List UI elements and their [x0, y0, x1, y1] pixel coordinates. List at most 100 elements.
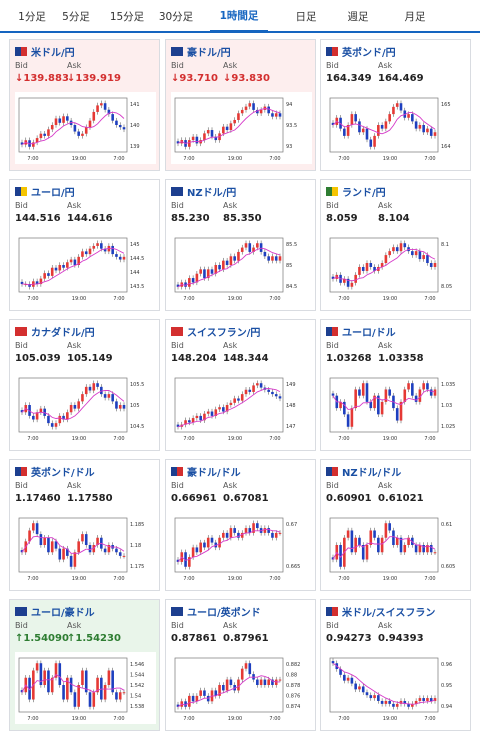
mini-chart[interactable]: 8.1 8.05 7:00 19:00 7:00 — [326, 232, 467, 304]
candle-body — [88, 386, 92, 391]
candlestick-chart: 0.882 0.88 0.878 0.876 0.874 7:00 19:00 7:00 — [174, 657, 300, 722]
bid-value: 164.349 — [326, 73, 372, 84]
pair-name-link[interactable]: スイスフラン/円 — [187, 327, 261, 339]
tab-5[interactable]: 1時間足 — [210, 0, 268, 33]
currency-card[interactable]: 英ポンド/ドル Bid Ask 1.17460 1.17580 1.185 1.18 1.17… — [9, 459, 160, 591]
currency-card[interactable]: NZドル/ドル Bid Ask 0.60901 0.61021 0.61 0.605 7:00… — [320, 459, 471, 591]
pair-name-link[interactable]: ランド/円 — [342, 187, 386, 199]
card-header: 豪ドル/円 — [171, 44, 231, 59]
currency-card[interactable]: 豪ドル/円 Bid Ask ↓93.710 ↓93.830 94 93.5 93 7:00 19:… — [165, 39, 316, 171]
candle-body — [35, 281, 39, 285]
flag-icon — [171, 46, 183, 56]
mini-chart[interactable]: 94 93.5 93 7:00 19:00 7:00 — [171, 92, 312, 164]
tab-1[interactable]: 1分足 — [18, 11, 46, 23]
candle-body — [422, 255, 425, 260]
candle-body — [32, 142, 35, 147]
currency-card[interactable]: ユーロ/英ポンド Bid Ask 0.87861 0.87961 0.882 0.88 0.8… — [165, 599, 316, 731]
currency-card[interactable]: NZドル/円 Bid Ask 85.230 85.350 85.5 85 84.5 7:00 19… — [165, 179, 316, 311]
mini-chart[interactable]: 0.882 0.88 0.878 0.876 0.874 7:00 19:00 7:00 — [171, 652, 312, 724]
pair-name-link[interactable]: ユーロ/円 — [31, 187, 75, 199]
candle-body — [81, 534, 84, 542]
moving-average-line — [177, 388, 281, 428]
mini-chart[interactable]: 105.5 105 104.5 7:00 19:00 7:00 — [15, 372, 156, 444]
candle-body — [39, 133, 43, 139]
candle-body — [361, 383, 365, 396]
candle-body — [350, 677, 354, 684]
plot-frame — [18, 377, 128, 433]
candle-body — [84, 127, 88, 134]
ask-label: Ask — [378, 621, 393, 630]
mini-chart[interactable]: 85.5 85 84.5 7:00 19:00 7:00 — [171, 232, 312, 304]
mini-chart[interactable]: 149 148 147 7:00 19:00 7:00 — [171, 372, 312, 444]
tab-3[interactable]: 15分足 — [109, 11, 145, 23]
flag-icon — [326, 46, 338, 56]
mini-chart[interactable]: 0.67 0.665 7:00 19:00 7:00 — [171, 512, 312, 584]
pair-name-link[interactable]: NZドル/ドル — [342, 467, 402, 479]
candle-body — [54, 663, 58, 678]
pair-name-link[interactable]: NZドル/円 — [187, 187, 237, 199]
candle-body — [426, 383, 429, 390]
candle-body — [35, 138, 39, 143]
candlestick-chart: 85.5 85 84.5 7:00 19:00 7:00 — [174, 237, 297, 302]
candle-body — [350, 282, 354, 287]
tab-2[interactable]: 5分足 — [62, 11, 90, 23]
currency-card[interactable]: 英ポンド/円 Bid Ask 164.349 164.469 165 164 7:00 19:0… — [320, 39, 471, 171]
currency-card[interactable]: 米ドル/スイスフラン Bid Ask 0.94273 0.94393 0.96 0.95 0.… — [320, 599, 471, 731]
pair-name-link[interactable]: 豪ドル/円 — [187, 47, 231, 59]
mini-chart[interactable]: 0.96 0.95 0.94 7:00 19:00 7:00 — [326, 652, 467, 724]
mini-chart[interactable]: 165 164 7:00 19:00 7:00 — [326, 92, 467, 164]
pair-name-link[interactable]: カナダドル/円 — [31, 327, 95, 339]
bid-label: Bid — [171, 481, 184, 490]
bid-value: ↓139.883 — [15, 73, 69, 84]
currency-card[interactable]: ユーロ/円 Bid Ask 144.516 144.616 145 144.5 144 143.… — [9, 179, 160, 311]
tab-4[interactable]: 30分足 — [158, 11, 194, 23]
candle-body — [422, 125, 425, 133]
candle-body — [426, 698, 429, 701]
pair-name-link[interactable]: 米ドル/円 — [31, 47, 75, 59]
pair-name-link[interactable]: 豪ドル/ドル — [187, 467, 241, 479]
currency-card[interactable]: 豪ドル/ドル Bid Ask 0.66961 0.67081 0.67 0.665 7:00 1… — [165, 459, 316, 591]
mini-chart[interactable]: 1.035 1.03 1.025 7:00 19:00 7:00 — [326, 372, 467, 444]
candle-body — [62, 685, 65, 700]
pair-name-link[interactable]: ユーロ/ドル — [342, 327, 396, 339]
candle-body — [388, 700, 391, 704]
currency-card[interactable]: ユーロ/豪ドル Bid Ask ↑1.54090 ↑1.54230 1.546 1.544 1… — [9, 599, 160, 731]
ask-label: Ask — [223, 481, 238, 490]
candle-body — [252, 523, 255, 533]
candle-body — [20, 281, 24, 285]
mini-chart[interactable]: 0.61 0.605 7:00 19:00 7:00 — [326, 512, 467, 584]
pair-name-link[interactable]: 米ドル/スイスフラン — [342, 607, 436, 619]
mini-chart[interactable]: 145 144.5 144 143.5 7:00 19:00 7:00 — [15, 232, 156, 304]
candle-body — [395, 408, 399, 421]
pair-name-link[interactable]: 英ポンド/ドル — [31, 467, 95, 479]
mini-chart[interactable]: 1.185 1.18 1.175 7:00 19:00 7:00 — [15, 512, 156, 584]
candle-body — [210, 411, 214, 416]
y-tick-label: 145 — [130, 242, 140, 248]
candle-body — [73, 552, 77, 567]
candle-body — [433, 389, 437, 396]
pair-name-link[interactable]: 英ポンド/円 — [342, 47, 396, 59]
currency-card[interactable]: 米ドル/円 Bid Ask ↓139.883 ↓139.919 141 140 139 7:00… — [9, 39, 160, 171]
mini-chart[interactable]: 1.546 1.544 1.542 1.54 1.538 7:00 19:00 7:00 — [15, 652, 156, 724]
candle-body — [388, 251, 391, 256]
candle-body — [237, 398, 240, 401]
mini-chart[interactable]: 141 140 139 7:00 19:00 7:00 — [15, 92, 156, 164]
tab-8[interactable]: 月足 — [404, 11, 426, 23]
candle-body — [229, 528, 233, 538]
x-tick-label: 7:00 — [424, 716, 435, 722]
currency-card[interactable]: カナダドル/円 Bid Ask 105.039 105.149 105.5 105 104.5… — [9, 319, 160, 451]
ask-label: Ask — [223, 201, 238, 210]
currency-card[interactable]: ユーロ/ドル Bid Ask 1.03268 1.03358 1.035 1.03 1.025… — [320, 319, 471, 451]
y-tick-label: 149 — [286, 382, 296, 388]
currency-card[interactable]: ランド/円 Bid Ask 8.059 8.104 8.1 8.05 7:00 19:00 7:0… — [320, 179, 471, 311]
candle-body — [111, 245, 114, 255]
tab-6[interactable]: 日足 — [295, 11, 317, 23]
pair-name-link[interactable]: ユーロ/豪ドル — [31, 607, 95, 619]
candle-body — [263, 251, 267, 257]
tab-7[interactable]: 週足 — [347, 11, 369, 23]
candlestick-chart: 0.61 0.605 7:00 19:00 7:00 — [329, 517, 455, 582]
candle-body — [414, 395, 418, 402]
currency-card[interactable]: スイスフラン/円 Bid Ask 148.204 148.344 149 148 147 7:0… — [165, 319, 316, 451]
pair-name-link[interactable]: ユーロ/英ポンド — [187, 607, 261, 619]
candle-body — [199, 690, 202, 696]
